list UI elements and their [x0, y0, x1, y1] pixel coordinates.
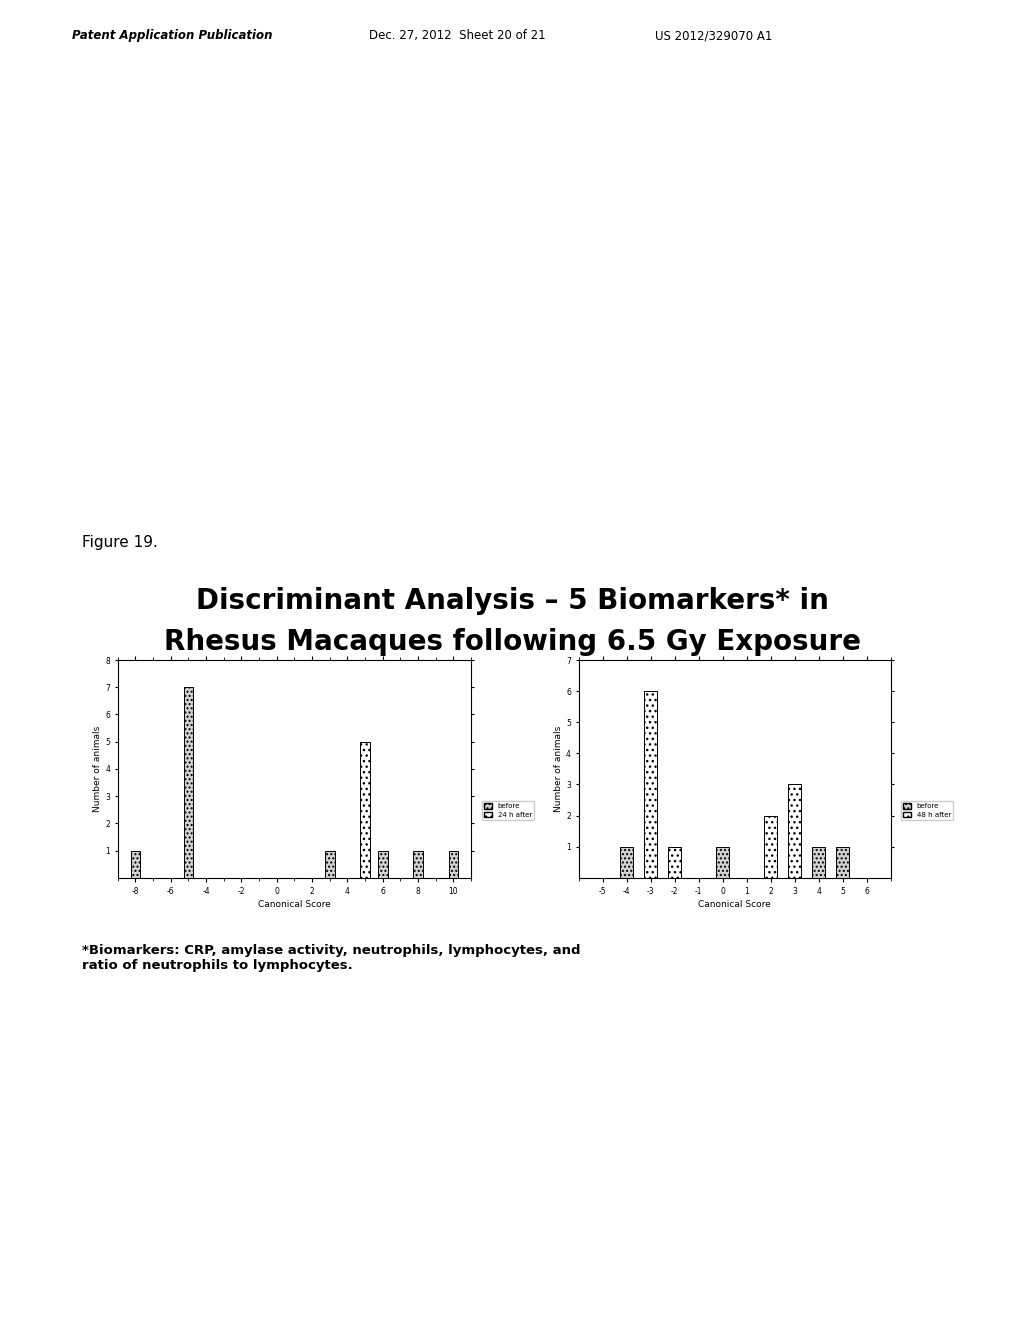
Y-axis label: Number of animals: Number of animals: [554, 726, 563, 812]
Bar: [764, 816, 777, 878]
Bar: [668, 846, 681, 878]
Text: Dec. 27, 2012  Sheet 20 of 21: Dec. 27, 2012 Sheet 20 of 21: [369, 29, 545, 42]
Text: Rhesus Macaques following 6.5 Gy Exposure: Rhesus Macaques following 6.5 Gy Exposur…: [164, 628, 860, 656]
Text: US 2012/329070 A1: US 2012/329070 A1: [655, 29, 773, 42]
X-axis label: Canonical Score: Canonical Score: [698, 900, 771, 909]
Text: *Biomarkers: CRP, amylase activity, neutrophils, lymphocytes, and
ratio of neutr: *Biomarkers: CRP, amylase activity, neut…: [82, 944, 581, 972]
Y-axis label: Number of animals: Number of animals: [93, 726, 102, 812]
Bar: [131, 850, 140, 878]
Text: Discriminant Analysis – 5 Biomarkers* in: Discriminant Analysis – 5 Biomarkers* in: [196, 587, 828, 615]
Bar: [812, 846, 825, 878]
Bar: [716, 846, 729, 878]
Bar: [764, 816, 777, 878]
Legend: before, 48 h after: before, 48 h after: [900, 801, 953, 820]
Legend: before, 24 h after: before, 24 h after: [481, 801, 534, 820]
Bar: [449, 850, 458, 878]
X-axis label: Canonical Score: Canonical Score: [258, 900, 331, 909]
Bar: [325, 850, 335, 878]
Text: Figure 19.: Figure 19.: [82, 535, 158, 549]
Bar: [378, 850, 387, 878]
Bar: [620, 846, 633, 878]
Text: Patent Application Publication: Patent Application Publication: [72, 29, 272, 42]
Bar: [183, 688, 194, 878]
Bar: [668, 846, 681, 878]
Bar: [837, 846, 850, 878]
Bar: [644, 692, 657, 878]
Bar: [788, 784, 802, 878]
Bar: [360, 742, 370, 878]
Bar: [414, 850, 423, 878]
